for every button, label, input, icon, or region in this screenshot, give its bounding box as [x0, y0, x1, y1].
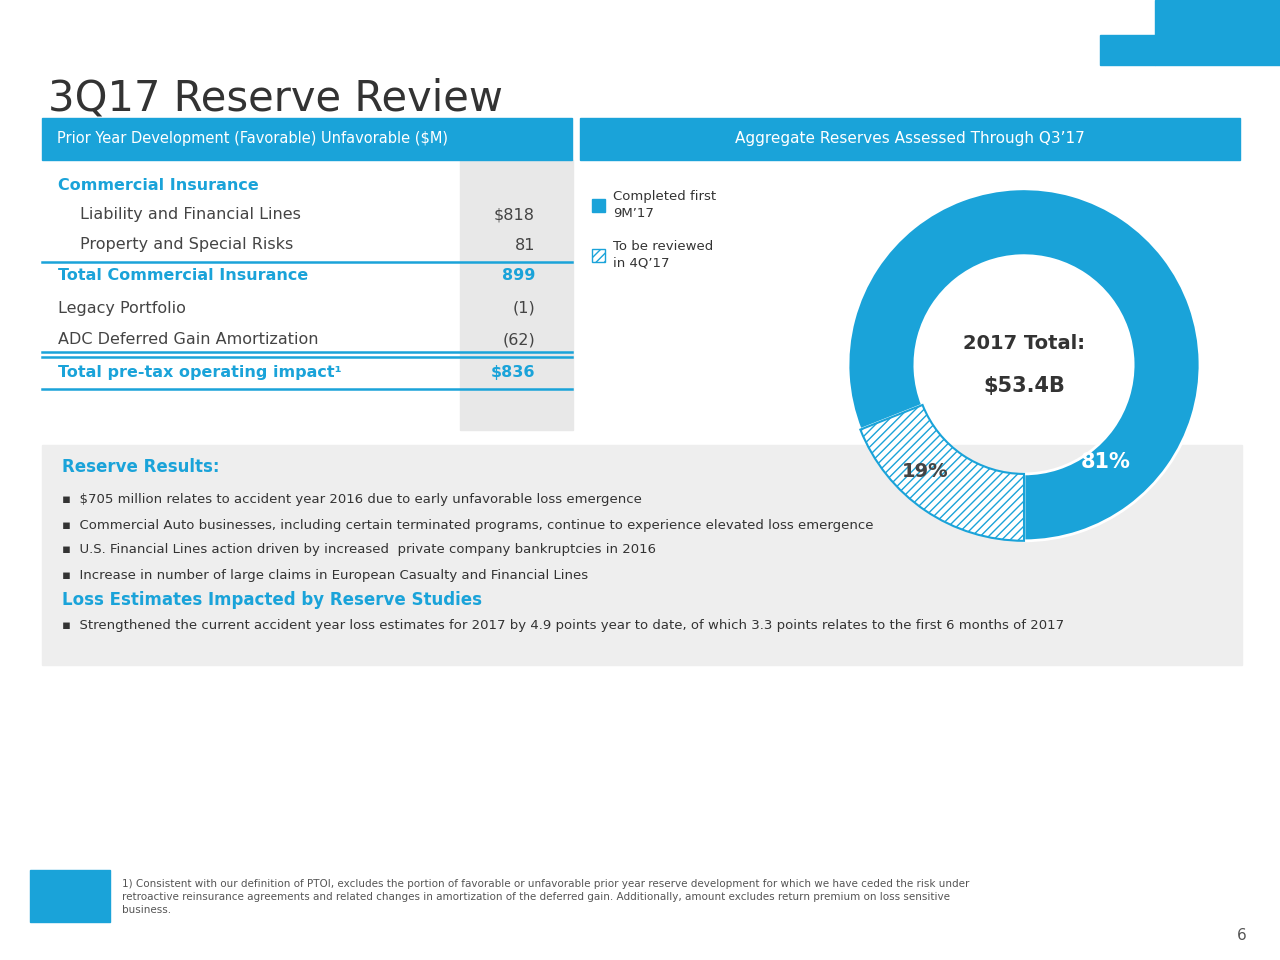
Text: (62): (62)	[502, 332, 535, 348]
Text: Aggregate Reserves Assessed Through Q3’17: Aggregate Reserves Assessed Through Q3’1…	[735, 132, 1085, 147]
Text: (1): (1)	[512, 300, 535, 316]
Text: ▪  Commercial Auto businesses, including certain terminated programs, continue t: ▪ Commercial Auto businesses, including …	[61, 518, 873, 532]
Text: Loss Estimates Impacted by Reserve Studies: Loss Estimates Impacted by Reserve Studi…	[61, 591, 483, 609]
Wedge shape	[860, 405, 1024, 540]
Text: ADC Deferred Gain Amortization: ADC Deferred Gain Amortization	[58, 332, 319, 348]
Bar	[580, 118, 1240, 160]
Text: ▪  Strengthened the current accident year loss estimates for 2017 by 4.9 points : ▪ Strengthened the current accident year…	[61, 618, 1064, 632]
Text: 81%: 81%	[1080, 452, 1130, 472]
Text: Legacy Portfolio: Legacy Portfolio	[58, 300, 186, 316]
Text: Liability and Financial Lines: Liability and Financial Lines	[79, 207, 301, 223]
Text: AIG: AIG	[49, 886, 92, 906]
Text: Prior Year Development (Favorable) Unfavorable ($M): Prior Year Development (Favorable) Unfav…	[58, 132, 448, 147]
Text: Reserve Results:: Reserve Results:	[61, 458, 219, 476]
Bar	[42, 118, 572, 160]
Bar	[1155, 0, 1280, 65]
Text: Total pre-tax operating impact¹: Total pre-tax operating impact¹	[58, 365, 342, 379]
Text: Completed first
9M’17: Completed first 9M’17	[613, 190, 716, 220]
Text: Total Commercial Insurance: Total Commercial Insurance	[58, 268, 308, 282]
Text: 899: 899	[502, 268, 535, 282]
Text: $53.4B: $53.4B	[983, 376, 1065, 396]
Text: 6: 6	[1238, 927, 1247, 943]
Text: ▪  U.S. Financial Lines action driven by increased  private company bankruptcies: ▪ U.S. Financial Lines action driven by …	[61, 543, 657, 557]
Text: 81: 81	[515, 237, 535, 252]
Text: business.: business.	[122, 905, 172, 915]
Bar	[460, 160, 573, 430]
Text: $818: $818	[494, 207, 535, 223]
Text: 3Q17 Reserve Review: 3Q17 Reserve Review	[49, 77, 503, 119]
Text: Commercial Insurance: Commercial Insurance	[58, 178, 259, 193]
Text: ▪  $705 million relates to accident year 2016 due to early unfavorable loss emer: ▪ $705 million relates to accident year …	[61, 493, 641, 507]
Text: Property and Special Risks: Property and Special Risks	[79, 237, 293, 252]
Bar	[591, 199, 605, 212]
Text: $836: $836	[490, 365, 535, 379]
Text: retroactive reinsurance agreements and related changes in amortization of the de: retroactive reinsurance agreements and r…	[122, 892, 950, 902]
Text: 19%: 19%	[902, 462, 948, 481]
Text: ▪  Increase in number of large claims in European Casualty and Financial Lines: ▪ Increase in number of large claims in …	[61, 568, 588, 582]
Text: To be reviewed
in 4Q’17: To be reviewed in 4Q’17	[613, 240, 713, 270]
Wedge shape	[849, 189, 1199, 540]
Text: 2017 Total:: 2017 Total:	[963, 334, 1085, 353]
Bar	[591, 249, 605, 262]
Bar	[29, 870, 110, 922]
Bar	[1100, 35, 1155, 65]
Text: 1) Consistent with our definition of PTOI, excludes the portion of favorable or : 1) Consistent with our definition of PTO…	[122, 879, 969, 889]
Bar	[42, 445, 1242, 665]
